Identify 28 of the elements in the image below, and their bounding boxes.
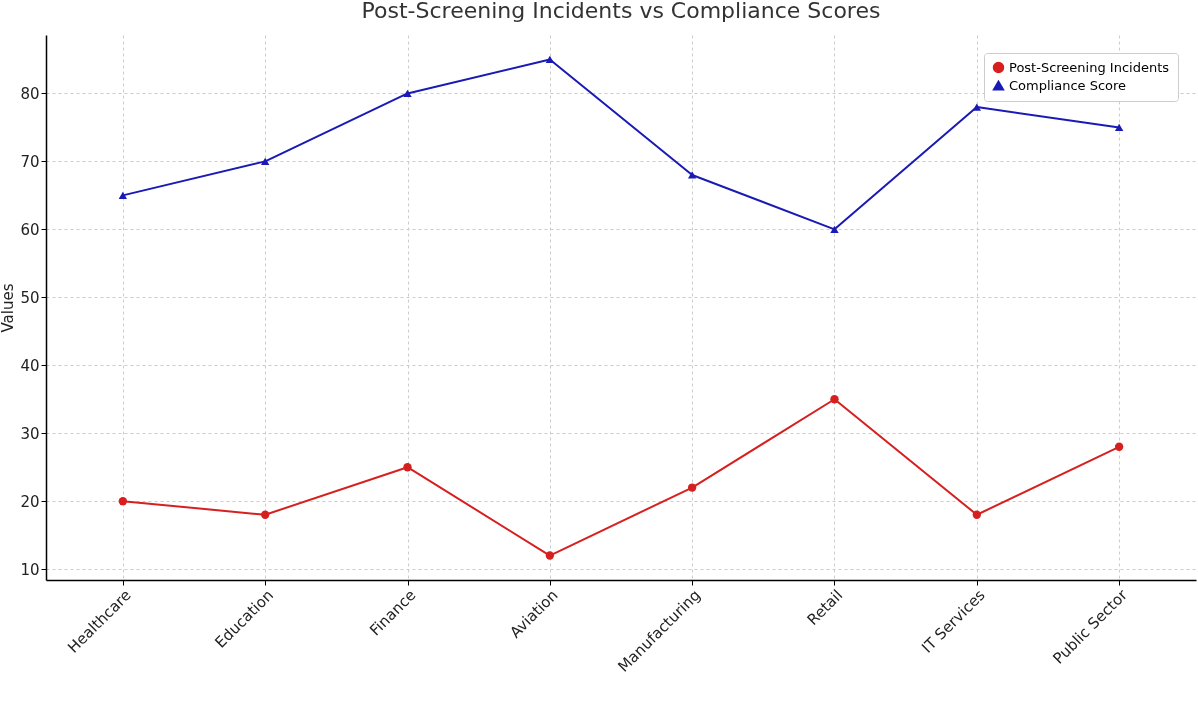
point xyxy=(545,55,555,64)
point xyxy=(687,171,697,179)
point xyxy=(403,89,412,98)
point xyxy=(1114,442,1124,451)
legend-label: Post-Screening Incidents xyxy=(1009,59,1170,75)
point xyxy=(972,103,981,111)
legend-label: Compliance Score xyxy=(1009,77,1127,93)
y-tick-label: 70 xyxy=(20,152,40,171)
y-tick-label: 60 xyxy=(20,220,40,239)
y-tick-label: 50 xyxy=(20,288,40,307)
point xyxy=(403,463,412,472)
point xyxy=(1114,123,1124,132)
y-tick-label: 30 xyxy=(20,424,40,443)
point xyxy=(118,191,128,199)
y-tick-label: 20 xyxy=(20,492,40,511)
y-tick-label: 40 xyxy=(20,356,40,375)
point xyxy=(972,510,981,519)
point xyxy=(687,483,697,492)
point xyxy=(830,395,839,404)
point xyxy=(261,510,270,519)
y-axis-title: Values xyxy=(0,283,18,333)
point xyxy=(545,551,555,560)
point xyxy=(261,157,270,166)
y-tick-label: 10 xyxy=(20,560,40,579)
y-tick-label: 80 xyxy=(20,84,40,103)
chart-title: Post-Screening Incidents vs Compliance Scores xyxy=(361,0,881,23)
point xyxy=(118,497,128,506)
point xyxy=(830,225,839,233)
